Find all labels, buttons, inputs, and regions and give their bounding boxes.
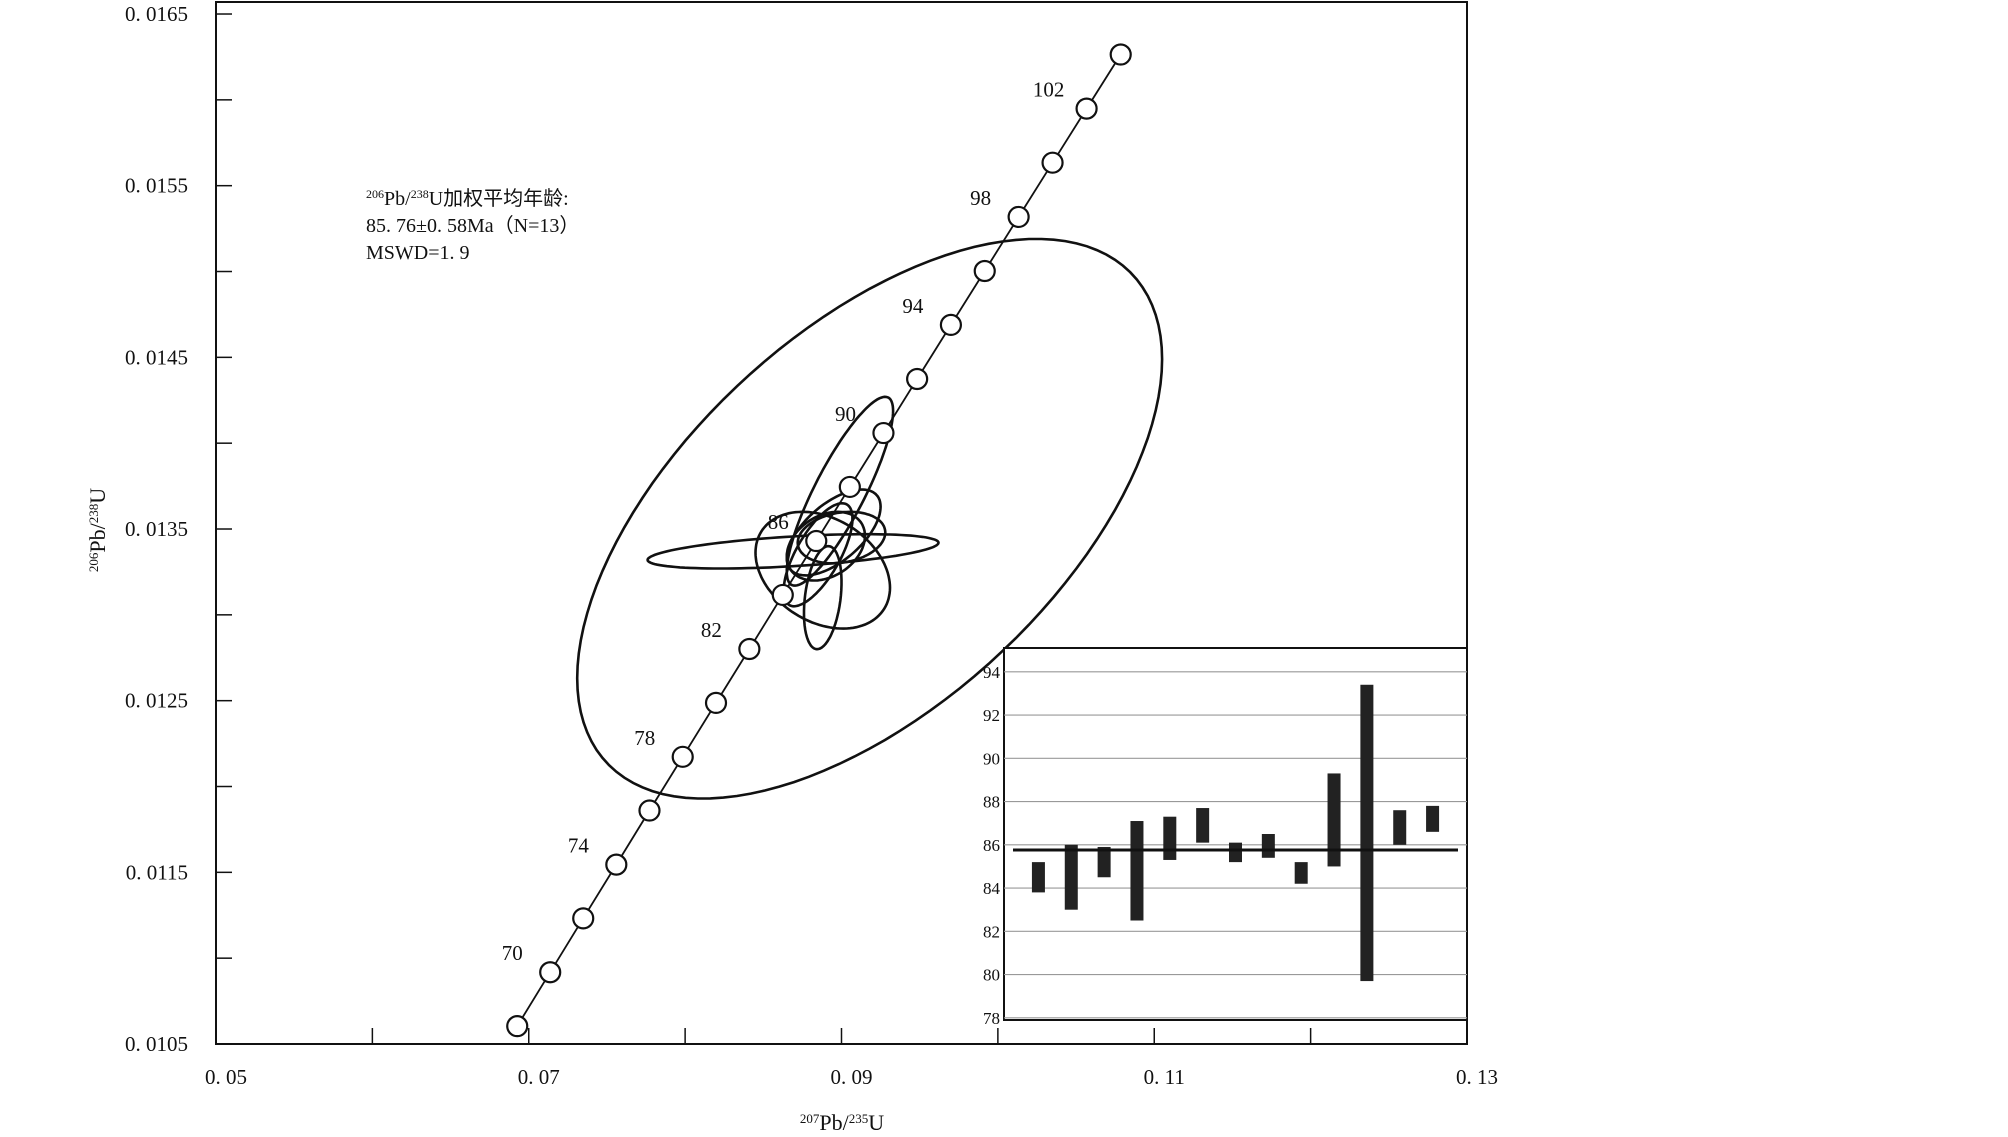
y-tick-label: 0. 0155	[125, 174, 188, 198]
y-tick-label: 80	[983, 966, 1000, 985]
y-tick-label: 84	[983, 879, 1001, 898]
text-part: U加权平均年龄:	[429, 187, 569, 210]
annotation: MSWD=1. 9	[366, 242, 470, 264]
annotation: 85. 76±0. 58Ma（N=13）	[366, 214, 579, 237]
age-marker	[605, 853, 628, 876]
text-part: Pb/	[384, 188, 411, 210]
age-marker	[671, 745, 694, 768]
age-range-bar	[1294, 862, 1308, 884]
text-part: U	[868, 1110, 884, 1132]
y-tick-label: 94	[983, 663, 1001, 682]
age-label: 82	[701, 618, 722, 642]
age-range-bar	[1097, 846, 1111, 878]
y-axis-label: 206Pb/238U	[85, 488, 110, 572]
age-marker	[939, 313, 962, 336]
y-tick-label: 0. 0145	[125, 345, 188, 369]
text-part: U	[85, 488, 110, 504]
x-tick-label: 0. 11	[1144, 1065, 1185, 1089]
age-range-bar	[1229, 842, 1242, 863]
age-marker	[738, 637, 761, 661]
age-marker	[704, 691, 728, 715]
age-label: 90	[835, 402, 856, 426]
age-marker	[1041, 151, 1064, 174]
age-label: 102	[1033, 78, 1065, 102]
age-marker	[872, 421, 895, 445]
age-range-bar	[1261, 834, 1275, 858]
y-tick-label: 78	[983, 1009, 1000, 1028]
age-range-bar	[1393, 810, 1407, 845]
error-ellipse	[802, 544, 843, 651]
y-tick-label: 0. 0135	[125, 517, 188, 541]
inset-frame	[1003, 647, 1468, 1021]
text-part: MSWD=1. 9	[366, 242, 470, 264]
error-ellipse	[754, 510, 892, 630]
text-part: 206	[366, 187, 384, 201]
y-tick-label: 92	[983, 706, 1000, 725]
age-label: 86	[768, 510, 789, 534]
age-marker	[805, 529, 828, 553]
error-ellipse	[575, 237, 1164, 800]
age-range-bar	[1360, 684, 1374, 982]
y-tick-label: 90	[983, 749, 1000, 768]
y-tick-label: 86	[983, 836, 1000, 855]
age-range-bar	[1426, 805, 1440, 832]
text-part: 238	[86, 504, 101, 524]
age-marker	[973, 259, 996, 283]
y-tick-label: 0. 0105	[125, 1032, 188, 1056]
age-marker	[771, 583, 794, 607]
age-range-bar	[1130, 821, 1144, 921]
age-marker	[572, 907, 595, 930]
age-marker	[638, 799, 661, 822]
y-tick-label: 82	[983, 922, 1000, 941]
text-part: 238	[411, 187, 429, 201]
error-ellipse	[796, 510, 887, 565]
age-label: 98	[970, 186, 991, 210]
age-marker	[1007, 205, 1030, 229]
x-tick-label: 0. 09	[831, 1065, 873, 1089]
age-marker	[539, 961, 562, 984]
age-label: 74	[568, 834, 590, 858]
annotation: 206Pb/238U加权平均年龄:	[366, 187, 569, 210]
age-range-bar	[1196, 808, 1210, 843]
age-marker	[838, 475, 861, 499]
y-tick-label: 0. 0125	[125, 689, 188, 713]
text-part: 85. 76±0. 58Ma（N=13）	[366, 214, 579, 237]
text-part: 235	[849, 1111, 869, 1126]
age-range-bar	[1031, 862, 1045, 893]
text-part: 206	[86, 552, 101, 572]
text-part: Pb/	[819, 1110, 849, 1132]
age-marker	[1109, 43, 1132, 66]
age-label: 94	[902, 294, 924, 318]
age-range-bar	[1163, 816, 1177, 860]
text-part: Pb/	[85, 522, 110, 552]
y-tick-label: 88	[983, 793, 1000, 812]
x-axis-label: 207Pb/235U	[800, 1110, 884, 1132]
age-marker	[906, 367, 929, 391]
x-tick-label: 0. 05	[205, 1065, 247, 1089]
y-tick-label: 0. 0115	[126, 860, 188, 884]
text-part: 207	[800, 1111, 820, 1126]
age-marker	[1075, 97, 1098, 120]
x-tick-label: 0. 13	[1456, 1065, 1498, 1089]
y-tick-label: 0. 0165	[125, 2, 188, 26]
age-range-bar	[1327, 773, 1341, 867]
age-range-bar	[1064, 844, 1078, 910]
x-tick-label: 0. 07	[518, 1065, 560, 1089]
age-marker	[506, 1015, 529, 1038]
age-label: 78	[634, 726, 655, 750]
age-label: 70	[502, 941, 523, 965]
